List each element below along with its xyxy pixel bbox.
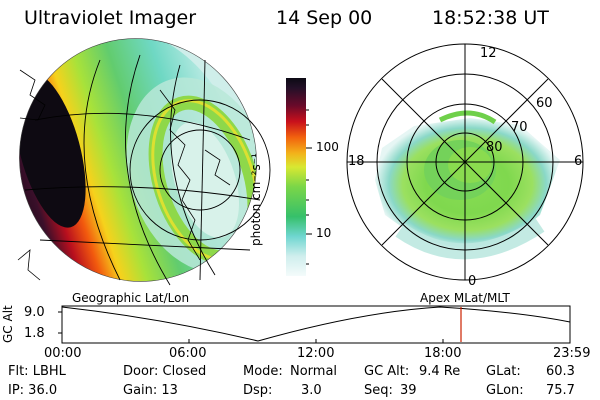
colorbar-tick-10: 10 [316, 226, 332, 240]
instrument-title: Ultraviolet Imager [24, 7, 197, 29]
gc-alt-ytick-1-8: 1.8 [24, 326, 45, 341]
status-door: Door: Closed [123, 364, 207, 379]
colorbar [286, 78, 306, 276]
colorbar-tick-100: 100 [316, 140, 339, 154]
status-gcalt-label: GC Alt: [364, 364, 410, 379]
status-glon-label: GLon: [486, 383, 524, 398]
gc-alt-axis-label: GC Alt [1, 305, 15, 343]
lat-label-70: 70 [511, 120, 528, 135]
status-mode-value: Normal [290, 364, 338, 379]
status-dsp-value: 3.0 [301, 383, 322, 398]
colorbar-ticks [306, 109, 312, 265]
status-glat-value: 60.3 [546, 364, 575, 379]
gc-alt-xtick-1800: 18:00 [424, 346, 462, 361]
date-label: 14 Sep 00 [276, 7, 373, 29]
gc-alt-plot [58, 305, 571, 344]
colorbar-unit-label: photon cm⁻²s⁻¹ [249, 153, 263, 246]
gc-alt-xtick-1200: 12:00 [297, 346, 335, 361]
mlt-label-18: 18 [348, 154, 365, 169]
status-glat-label: GLat: [486, 364, 521, 379]
status-dsp-label: Dsp: [243, 383, 273, 398]
lat-label-60: 60 [536, 96, 553, 111]
mlt-label-12: 12 [480, 46, 497, 61]
polar-plot [346, 43, 584, 281]
status-seq-label: Seq: [364, 383, 393, 398]
status-seq-value: 39 [400, 383, 417, 398]
status-flt: Flt: LBHL [8, 364, 66, 379]
status-glon-value: 75.7 [546, 383, 575, 398]
gc-alt-ytick-9: 9.0 [24, 305, 45, 320]
mlt-label-6: 6 [574, 154, 583, 169]
status-gain: Gain: 13 [123, 383, 178, 398]
gc-alt-xtick-0000: 00:00 [44, 346, 82, 361]
status-mode-label: Mode: [243, 364, 283, 379]
status-gcalt-value: 9.4 Re [419, 364, 461, 379]
time-label: 18:52:38 UT [432, 7, 549, 29]
apex-map-label: Apex MLat/MLT [420, 291, 510, 305]
status-ip: IP: 36.0 [8, 383, 58, 398]
gc-alt-xtick-2359: 23:59 [553, 346, 591, 361]
geographic-map-label: Geographic Lat/Lon [72, 291, 190, 305]
gc-alt-xtick-0600: 06:00 [169, 346, 207, 361]
lat-label-80: 80 [486, 140, 503, 155]
mlt-label-0: 0 [468, 274, 477, 289]
